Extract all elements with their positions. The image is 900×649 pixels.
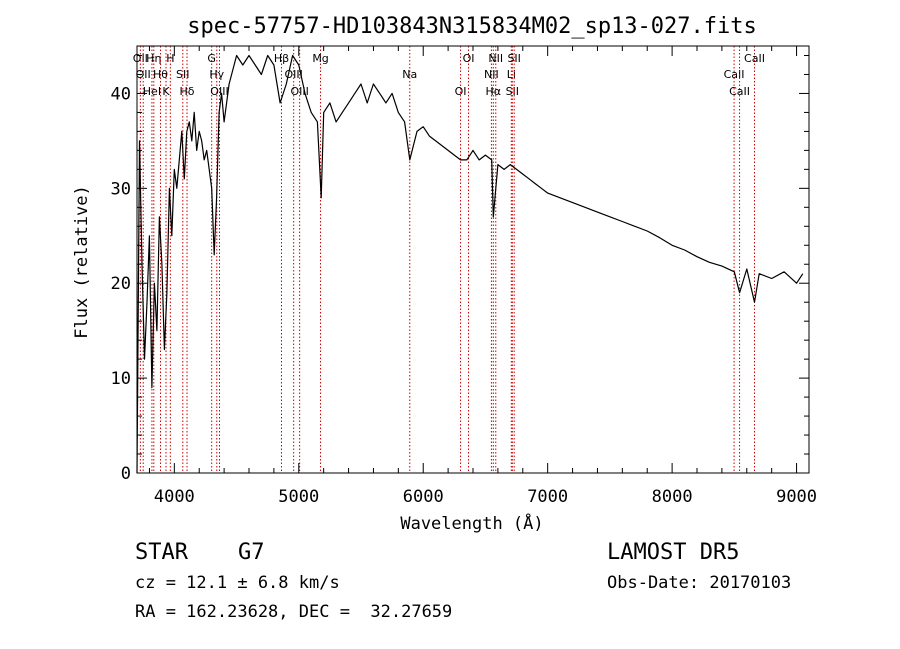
x-tick-label: 5000: [278, 487, 319, 507]
chart-title: spec-57757-HD103843N315834M02_sp13-027.f…: [187, 14, 757, 39]
object-class: STAR: [135, 540, 188, 565]
spectral-line-label: Mg: [312, 52, 328, 65]
spectral-line-label: OI: [463, 52, 475, 65]
spectral-line-label: Li: [507, 68, 516, 81]
spectral-line-label: OII: [136, 68, 151, 81]
spectral-line-label: OI: [455, 85, 467, 98]
spectral-line-label: CaII: [724, 68, 745, 81]
spectral-line-label: K: [162, 85, 170, 98]
x-tick-label: 4000: [154, 487, 195, 507]
series-layer: [136, 54, 804, 474]
spectral-line-label: Hγ: [209, 68, 224, 81]
spectral-line-label: CaII: [744, 52, 765, 65]
spectral-line-annotations: OIIOIIHeIHηHθKHSIIHδGHγOIIIHβOIIIOIIIMgN…: [133, 46, 765, 473]
spectral-line-label: Hη: [146, 52, 161, 65]
spectral-line-label: NII: [488, 52, 503, 65]
spectral-line-label: SII: [506, 85, 519, 98]
coordinates-text: RA = 162.23628, DEC = 32.27659: [135, 602, 453, 622]
y-axis-label: Flux (relative): [72, 185, 92, 339]
plot-frame: [136, 45, 810, 474]
y-axis: 0 10 20 30 40: [111, 54, 809, 484]
x-tick-label: 8000: [652, 487, 693, 507]
spectral-line-label: HeI: [143, 85, 161, 98]
spectral-line-label: Hθ: [153, 68, 168, 81]
spectral-line-label: H: [166, 52, 174, 65]
x-axis-label: Wavelength (Å): [400, 512, 543, 534]
x-tick-label: 7000: [527, 487, 568, 507]
spectral-line-label: SII: [176, 68, 189, 81]
y-tick-label: 40: [111, 84, 131, 104]
x-axis: 4000 5000 6000 7000 8000 9000: [148, 46, 817, 507]
spectral-line-label: G: [207, 52, 216, 65]
obs-date-text: Obs-Date: 20170103: [607, 573, 792, 593]
x-tick-label: 6000: [403, 487, 444, 507]
x-tick-label: 9000: [776, 487, 817, 507]
spectral-line-label: Hδ: [180, 85, 195, 98]
object-subclass: G7: [238, 540, 265, 565]
spectral-line-label: OIII: [210, 85, 228, 98]
flux-series-line: [136, 54, 804, 474]
spectral-line-label: NII: [484, 68, 499, 81]
spectral-line-label: SII: [507, 52, 520, 65]
redshift-text: cz = 12.1 ± 6.8 km/s: [135, 573, 340, 593]
y-tick-label: 10: [111, 369, 131, 389]
spectral-line-label: Hα: [486, 85, 502, 98]
y-tick-label: 0: [121, 464, 131, 484]
survey-name: LAMOST DR5: [607, 540, 740, 565]
spectral-line-label: Hβ: [274, 52, 289, 65]
y-tick-label: 30: [111, 179, 131, 199]
spectral-line-label: CaII: [729, 85, 750, 98]
y-tick-label: 20: [111, 274, 131, 294]
spectral-line-label: Na: [402, 68, 417, 81]
